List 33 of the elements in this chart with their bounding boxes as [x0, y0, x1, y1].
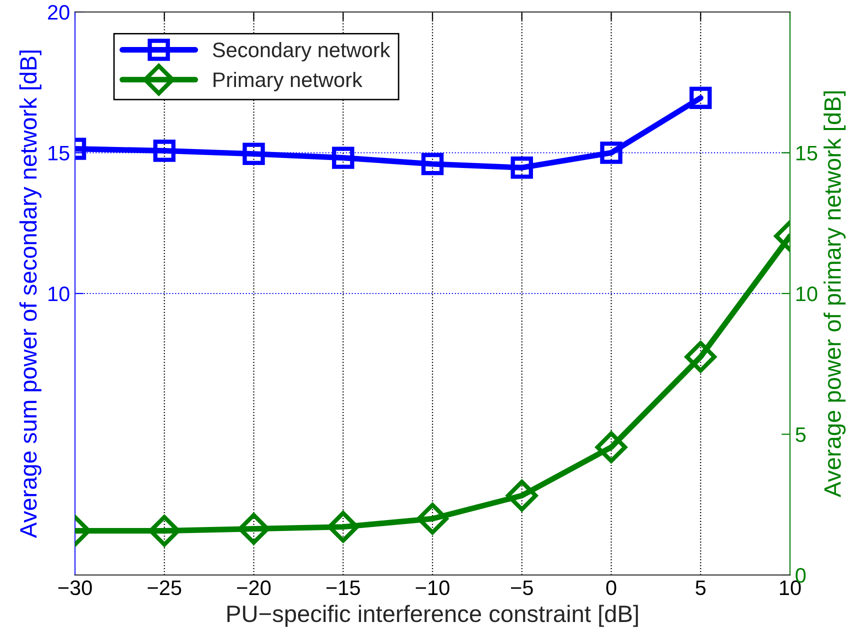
- point: [153, 140, 176, 162]
- point: [332, 146, 354, 169]
- point: [595, 431, 628, 464]
- y-tick-label: 15: [48, 146, 70, 161]
- y2-axis-title: Average power of primary network [dB]: [824, 91, 846, 498]
- x-tick-label: −5: [511, 580, 533, 596]
- y-axis-title: Average sum power of secondary network [dB]: [19, 50, 42, 538]
- y2-tick-label: 15: [796, 146, 818, 161]
- point: [684, 341, 716, 373]
- y-tick-label: 10: [48, 286, 70, 302]
- point: [238, 513, 270, 545]
- point: [327, 511, 359, 543]
- point: [421, 152, 444, 176]
- y2-tick-label: 5: [796, 427, 806, 442]
- x-tick-label: −25: [148, 580, 182, 596]
- point: [242, 142, 265, 165]
- x-tick-label: −30: [58, 580, 92, 596]
- x-tick-label: −10: [416, 580, 450, 596]
- point: [600, 142, 622, 164]
- x-tick-label: −20: [237, 580, 271, 596]
- point: [416, 502, 448, 535]
- legend-label: Secondary network: [212, 42, 390, 62]
- legend-label: Primary network: [214, 72, 362, 92]
- x-axis-title: PU−specific interference constraint [dB]: [227, 604, 638, 627]
- y2-tick-label: 10: [796, 286, 818, 302]
- point: [690, 86, 712, 109]
- point: [148, 514, 180, 547]
- x-tick-label: 5: [696, 580, 706, 596]
- x-tick-label: 0: [606, 580, 616, 596]
- point: [506, 480, 538, 512]
- x-tick-label: −15: [326, 580, 360, 596]
- y-tick-label: 20: [48, 5, 70, 20]
- point: [510, 156, 533, 179]
